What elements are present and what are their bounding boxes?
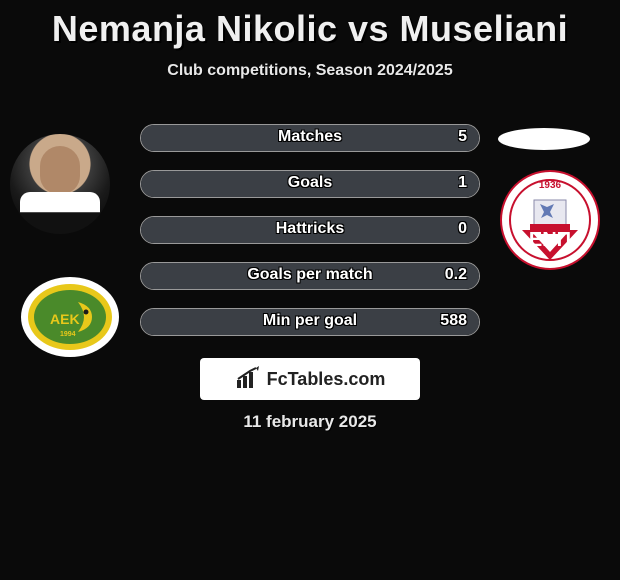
stat-label: Matches [141, 128, 479, 146]
stat-row: Goals1 [140, 170, 480, 198]
club-left-year: 1994 [60, 331, 76, 338]
club-right-year: 1936 [539, 180, 562, 191]
club-badge-left: AEK 1994 [20, 276, 120, 358]
stat-value-right: 0 [458, 220, 467, 238]
source-logo-text: FcTables.com [267, 369, 386, 390]
club-badge-right: 1936 ENΠ [500, 170, 600, 270]
bars-icon [235, 366, 261, 392]
stat-value-right: 1 [458, 174, 467, 192]
stat-value-right: 5 [458, 128, 467, 146]
stat-value-right: 0.2 [445, 266, 467, 284]
page-subtitle: Club competitions, Season 2024/2025 [0, 62, 620, 80]
svg-text:ENΠ: ENΠ [529, 229, 571, 251]
page-title: Nemanja Nikolic vs Museliani [0, 0, 620, 50]
player-left-block [10, 134, 110, 234]
stat-row: Goals per match0.2 [140, 262, 480, 290]
stat-label: Hattricks [141, 220, 479, 238]
stat-row: Min per goal588 [140, 308, 480, 336]
player-right-photo-placeholder [498, 128, 590, 150]
footer-date: 11 february 2025 [0, 412, 620, 432]
player-left-photo [10, 134, 110, 234]
stat-label: Min per goal [141, 312, 479, 330]
stat-label: Goals per match [141, 266, 479, 284]
stat-value-right: 588 [440, 312, 467, 330]
stat-label: Goals [141, 174, 479, 192]
stat-row: Matches5 [140, 124, 480, 152]
source-logo-box: FcTables.com [200, 358, 420, 400]
stats-list: Matches5Goals1Hattricks0Goals per match0… [140, 124, 480, 354]
svg-text:AEK: AEK [50, 311, 80, 327]
stat-row: Hattricks0 [140, 216, 480, 244]
